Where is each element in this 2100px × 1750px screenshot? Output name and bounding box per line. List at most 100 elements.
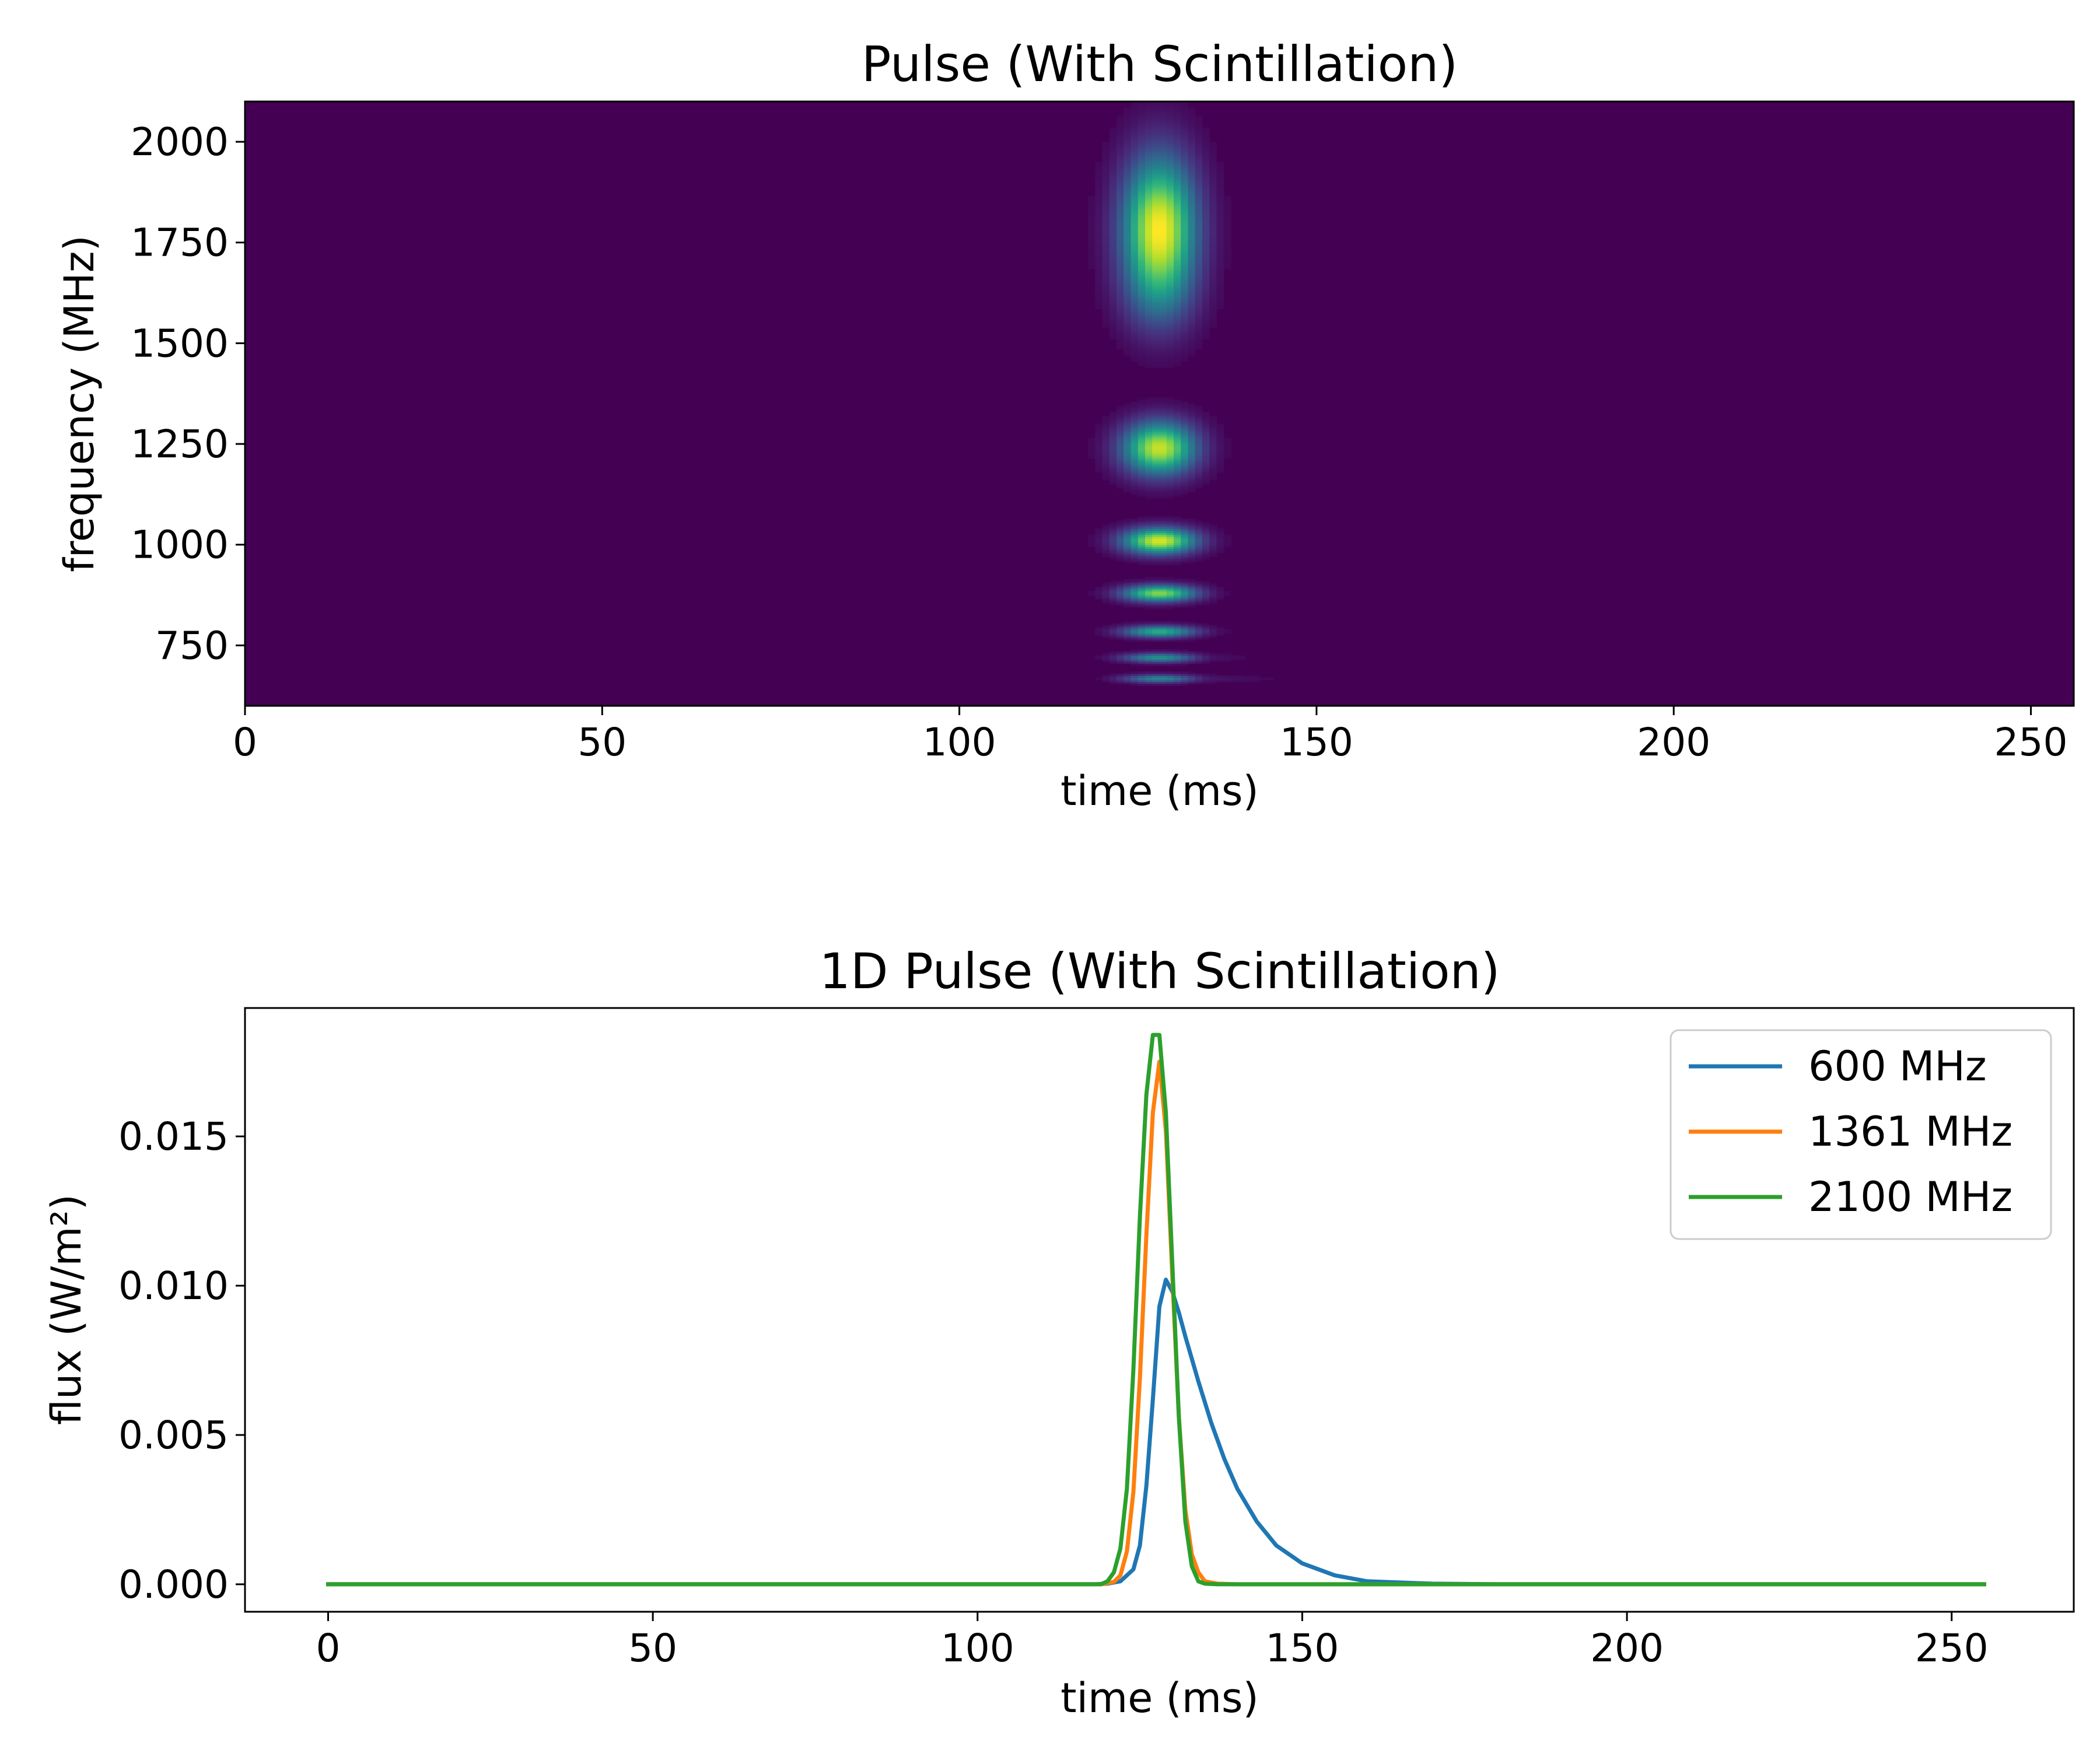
heatmap-cell <box>1088 228 1096 231</box>
heatmap-cell <box>1130 249 1139 251</box>
heatmap-cell <box>1095 548 1103 551</box>
heatmap-cell <box>1116 524 1124 527</box>
heatmap-cell <box>1166 176 1174 178</box>
heatmap-cell <box>1095 268 1103 271</box>
heatmap-cell <box>1095 551 1103 554</box>
heatmap-cell <box>1124 623 1132 626</box>
heatmap-cell <box>1188 125 1196 128</box>
heatmap-cell <box>1145 400 1153 402</box>
heatmap-cell <box>1195 180 1203 183</box>
heatmap-cell <box>1145 415 1153 418</box>
heatmap-cell <box>1173 361 1181 364</box>
heatmap-cell <box>1109 208 1117 211</box>
heatmap-cell <box>1138 204 1146 207</box>
heatmap-cell <box>1109 202 1117 205</box>
heatmap-cell <box>1173 627 1181 630</box>
heatmap-cell <box>1202 595 1210 598</box>
heatmap-cell <box>1209 544 1217 547</box>
heatmap-cell <box>1088 450 1096 453</box>
heatmap-cell <box>1188 182 1196 185</box>
heatmap-cell <box>1116 659 1124 662</box>
heatmap-cell <box>1173 236 1181 239</box>
heatmap-cell <box>1181 425 1189 429</box>
heatmap-cell <box>1145 524 1153 527</box>
heatmap-cell <box>1238 680 1246 682</box>
heatmap-cell <box>1152 103 1160 106</box>
heatmap-cell <box>1130 671 1139 674</box>
heatmap-cell <box>1166 444 1174 447</box>
heatmap-cell <box>1159 200 1167 203</box>
heatmap-cell <box>1152 673 1160 676</box>
heatmap-cell <box>1159 176 1167 178</box>
heatmap-cell <box>1159 466 1167 469</box>
heatmap-cell <box>1109 311 1117 314</box>
heatmap-cell <box>1209 218 1217 221</box>
heatmap-cell <box>1195 432 1203 435</box>
heatmap-cell <box>1145 428 1153 430</box>
heatmap-cell <box>1181 450 1189 453</box>
heatmap-cell <box>1124 347 1132 350</box>
heatmap-cell <box>1130 228 1139 231</box>
heatmap-cell <box>1116 295 1124 298</box>
heatmap-cell <box>1173 484 1181 487</box>
heatmap-cell <box>1195 534 1203 537</box>
heatmap-cell <box>1209 653 1217 656</box>
heatmap-cell <box>1152 144 1160 146</box>
heatmap-cell <box>1195 533 1203 536</box>
heatmap-cell <box>1181 202 1189 205</box>
heatmap-cell <box>1116 470 1124 473</box>
heatmap-cell <box>1152 343 1160 346</box>
heatmap-cell <box>1173 681 1181 684</box>
heatmap-cell <box>1195 526 1203 529</box>
heatmap-cell <box>1109 148 1117 150</box>
heatmap-cell <box>1145 222 1153 225</box>
heatmap-cell <box>1159 188 1167 191</box>
heatmap-cell <box>1109 414 1117 416</box>
heatmap-cell <box>1159 290 1167 293</box>
heatmap-cell <box>1181 635 1189 638</box>
heatmap-cell <box>1181 433 1189 436</box>
heatmap-cell <box>1166 192 1174 195</box>
heatmap-cell <box>1102 589 1110 592</box>
heatmap-cell <box>1145 220 1153 223</box>
heatmap-cell <box>1209 676 1217 678</box>
heatmap-cell <box>1130 198 1139 201</box>
heatmap-cell <box>1173 170 1181 173</box>
heatmap-cell <box>1166 103 1174 106</box>
heatmap-cell <box>1159 415 1167 418</box>
heatmap-cell <box>1202 464 1210 467</box>
heatmap-cell <box>1138 307 1146 310</box>
heatmap-cell <box>1202 657 1210 660</box>
heatmap-cell <box>1102 194 1110 197</box>
heatmap-cell <box>1173 202 1181 205</box>
heatmap-cell <box>1138 267 1146 270</box>
heatmap-cell <box>1102 222 1110 225</box>
heatmap-cell <box>1130 595 1139 598</box>
heatmap-cell <box>1202 474 1210 477</box>
heatmap-cell <box>1216 282 1224 285</box>
heatmap-cell <box>1202 250 1210 253</box>
heatmap-cell <box>1181 228 1189 231</box>
heatmap-cell <box>1216 591 1224 594</box>
heatmap-cell <box>1124 424 1132 426</box>
heatmap-cell <box>1145 540 1153 543</box>
heatmap-cell <box>1152 414 1160 416</box>
heatmap-cell <box>1152 456 1160 459</box>
heatmap-cell <box>1130 456 1139 459</box>
heatmap-cell <box>1159 323 1167 326</box>
heatmap-cell <box>1116 468 1124 471</box>
heatmap-cell <box>1173 238 1181 241</box>
heatmap-cell <box>1109 601 1117 604</box>
heatmap-cell <box>1173 230 1181 233</box>
heatmap-cell <box>1109 228 1117 231</box>
heatmap-cell <box>1152 349 1160 352</box>
heatmap-cell <box>1181 174 1189 177</box>
heatmap-cell <box>1095 246 1103 249</box>
heatmap-cell <box>1124 130 1132 132</box>
heatmap-cell <box>1181 318 1189 322</box>
heatmap-cell <box>1173 635 1181 638</box>
heatmap-cell <box>1138 432 1146 435</box>
heatmap-cell <box>1152 158 1160 160</box>
heatmap-cell <box>1124 466 1132 469</box>
heatmap-cell <box>1173 158 1181 160</box>
